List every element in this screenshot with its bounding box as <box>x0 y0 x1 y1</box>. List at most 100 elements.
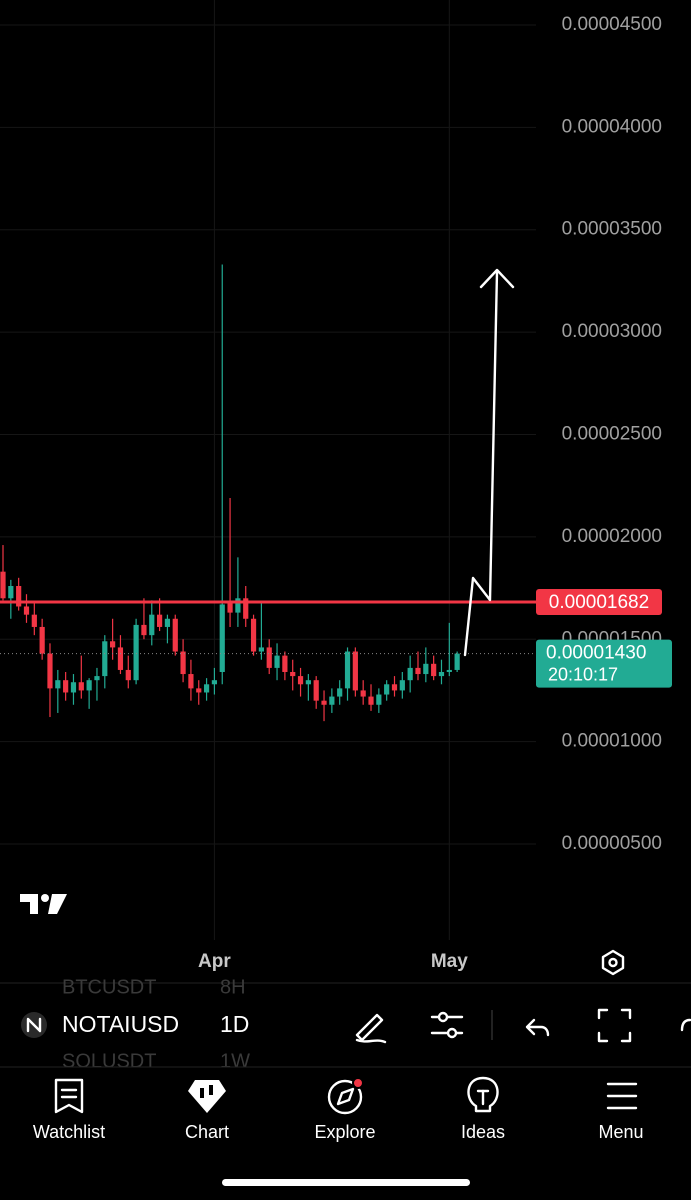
y-tick-label: 0.00004500 <box>562 14 662 35</box>
y-tick-label: 0.00003500 <box>562 219 662 240</box>
ideas-icon[interactable] <box>467 1076 499 1113</box>
y-tick-label: 0.00000500 <box>562 833 662 854</box>
candle-body <box>321 700 327 705</box>
menu-icon[interactable] <box>606 1082 638 1110</box>
candle-body <box>423 663 429 675</box>
candle-body <box>16 586 22 607</box>
candle-body <box>31 614 37 627</box>
fullscreen[interactable] <box>597 1008 632 1043</box>
ghost-interval: 8H <box>220 976 246 998</box>
candle-body <box>384 684 390 695</box>
candle-body <box>376 694 382 705</box>
candle-body <box>47 653 53 689</box>
tv-logo <box>20 894 67 914</box>
candle-body <box>368 696 374 705</box>
last-price-label-bg <box>536 639 672 688</box>
candle-body <box>164 618 171 627</box>
candle-body <box>258 647 264 652</box>
explore-icon[interactable] <box>327 1077 364 1115</box>
candle-body <box>454 653 460 670</box>
candle-body <box>141 624 147 636</box>
candle-body <box>337 688 343 697</box>
ghost-interval: 1W <box>220 1050 250 1072</box>
candle-body <box>344 651 351 689</box>
y-tick-label: 0.00002500 <box>562 424 662 445</box>
candle-body <box>63 680 69 693</box>
draw-tool[interactable] <box>355 1013 387 1044</box>
candle-body <box>78 682 84 691</box>
nav-label[interactable]: Ideas <box>461 1122 505 1142</box>
settings-icon[interactable] <box>601 949 625 976</box>
candle-body <box>391 684 398 691</box>
countdown: 20:10:17 <box>548 664 618 684</box>
candle-body <box>172 618 178 652</box>
candle-body <box>70 682 77 693</box>
candle-body <box>110 641 116 648</box>
candle-body <box>102 641 108 677</box>
candle-body <box>250 618 257 652</box>
candle-body <box>0 571 6 599</box>
candle-body <box>415 667 421 675</box>
candle-body <box>438 671 445 677</box>
y-tick-label: 0.00003000 <box>562 321 662 342</box>
candle-body <box>125 669 131 681</box>
chart-icon[interactable] <box>188 1080 226 1113</box>
candle-body <box>86 680 92 691</box>
candle-body <box>55 680 61 689</box>
candle-body <box>329 696 335 705</box>
nav-label[interactable]: Menu <box>598 1122 643 1142</box>
candle-body <box>196 688 202 693</box>
candle-body <box>149 614 155 636</box>
candle-body <box>274 655 280 668</box>
candle-body <box>211 680 218 685</box>
home-indicator <box>222 1179 470 1186</box>
candle-body <box>8 586 14 599</box>
candle-body <box>360 690 366 697</box>
arrow-head <box>479 268 515 289</box>
more-tools[interactable] <box>680 1018 691 1032</box>
x-tick-label: May <box>431 951 468 972</box>
interval[interactable]: 1D <box>220 1011 249 1037</box>
candle-body <box>399 680 405 691</box>
candle-body <box>282 655 288 672</box>
candle-body <box>188 674 194 689</box>
watchlist-icon[interactable] <box>54 1078 84 1114</box>
candle-body <box>157 614 163 627</box>
candle-body <box>219 604 225 672</box>
candle-body <box>94 676 100 681</box>
candle-body <box>290 671 296 677</box>
candle-body <box>39 626 45 654</box>
candle-body <box>23 606 30 615</box>
candle-body <box>297 676 304 685</box>
candle-body <box>313 680 319 701</box>
nav-label[interactable]: Chart <box>185 1122 229 1142</box>
candle-body <box>203 684 210 693</box>
ghost-symbol: BTCUSDT <box>62 976 156 998</box>
symbol[interactable]: NOTAIUSD <box>62 1011 179 1037</box>
indicators[interactable] <box>430 1011 464 1039</box>
ghost-symbol: SOLUSDT <box>62 1050 156 1072</box>
candle-body <box>266 647 272 668</box>
candle-body <box>227 602 233 613</box>
candle-body <box>431 663 437 677</box>
horizontal-line-label-bg <box>536 588 662 615</box>
x-tick-label: Apr <box>198 951 231 972</box>
y-tick-label: 0.00004000 <box>562 116 662 137</box>
candle-body <box>117 647 124 670</box>
drawn-arrow <box>463 270 499 657</box>
undo[interactable] <box>525 1018 550 1037</box>
candle-body <box>446 669 452 672</box>
nav-label[interactable]: Watchlist <box>33 1122 105 1142</box>
horizontal-line-label: 0.00001682 <box>549 592 649 613</box>
candle-body <box>407 667 413 681</box>
candle-body <box>180 651 186 675</box>
y-tick-label: 0.00002000 <box>562 526 662 547</box>
candle-body <box>235 598 241 613</box>
candle-body <box>352 651 358 691</box>
candle-body <box>133 624 139 681</box>
nav-label[interactable]: Explore <box>314 1122 375 1142</box>
candle-body <box>305 680 311 685</box>
y-tick-label: 0.00001000 <box>562 731 662 752</box>
